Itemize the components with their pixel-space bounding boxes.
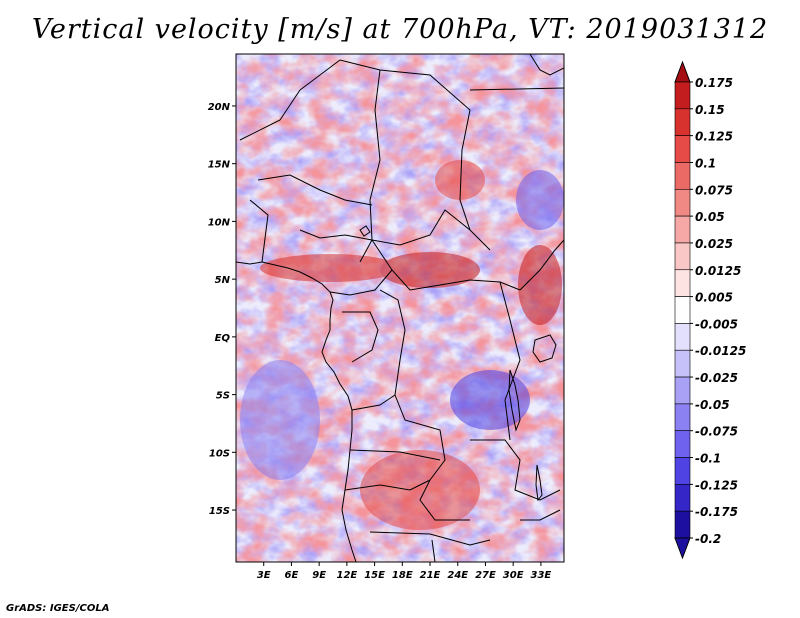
colorbar-label: 0.05 [695,210,725,224]
map-frame [235,53,565,563]
lon-tick-label-15e: 15E [364,570,385,581]
lake-victoria [532,334,557,363]
lon-tick-label-6e: 6E [285,570,299,581]
colorbar-bottom-arrow [674,537,691,560]
coastlines-borders [236,54,564,562]
lake-chad [359,225,371,237]
lon-tick-label-9e: 9E [312,570,326,581]
country-border [342,311,379,363]
longitude-axis: 3E 6E 9E 12E 15E 18E 21E 24E 27E 30E 33E [257,562,552,581]
convection-central-africa [380,252,480,288]
colorbar-segment [674,215,691,244]
colorbar: 0.175 0.15 0.125 0.1 0.075 0.05 0.025 0.0125 0.0… [674,60,746,560]
colorbar-top-arrow [674,60,691,83]
lake-malawi [535,464,543,502]
colorbar-label: 0.125 [695,130,733,144]
colorbar-segment [674,135,691,163]
country-border [470,439,561,501]
lon-tick-label-24e: 24E [447,570,468,581]
lon-tick-label-18e: 18E [392,570,413,581]
colorbar-segment [674,510,691,539]
convection-east-africa [518,245,562,325]
colorbar-segment [674,81,691,110]
colorbar-label: 0.005 [695,291,733,305]
country-border [329,269,393,296]
colorbar-segment [674,457,691,485]
country-border [469,87,564,91]
colorbar-label: -0.0125 [695,344,746,358]
lon-tick-label-33e: 33E [531,570,552,581]
colorbar-segment [674,108,691,136]
colorbar-label: 0.15 [695,103,725,117]
colorbar-label: -0.005 [695,317,738,331]
country-border [257,174,373,206]
colorbar-segment [674,269,691,297]
colorbar-segment [674,242,691,271]
colorbar-label: 0.025 [695,237,733,251]
country-border [351,394,396,411]
country-border [499,281,521,441]
colorbar-label: 0.1 [695,156,716,170]
colorbar-segment [674,430,691,458]
lon-tick-label-12e: 12E [336,570,357,581]
colorbar-label: 0.175 [695,76,733,90]
lake-tanganyika [508,369,521,432]
country-border [239,89,301,141]
country-border [520,509,561,521]
colorbar-label: -0.075 [695,425,738,439]
lat-tick-label-10n: 10N [208,217,231,228]
subsidence-tanzania [450,370,530,430]
map-title: Vertical velocity [m/s] at 700hPa, VT: 2… [31,14,769,45]
colorbar-label: 0.0125 [695,264,741,278]
colorbar-segment [674,323,691,351]
colorbar-segment [674,376,691,405]
colorbar-label: -0.125 [695,478,738,492]
colorbar-segment [674,349,691,378]
lat-tick-label-5s: 5S [216,391,230,402]
colorbar-segment [674,403,691,432]
colorbar-label: 0.075 [695,183,733,197]
atlantic-coastline [321,329,357,562]
country-border [299,59,491,251]
country-border [249,199,269,263]
lat-tick-label-10s: 10S [209,448,230,459]
lat-tick-label-15n: 15N [208,160,231,171]
country-border [299,209,471,246]
lon-tick-label-21e: 21E [420,570,441,581]
lat-tick-label-20n: 20N [208,102,231,113]
latitude-axis: 20N 15N 10N 5N EQ 5S 10S 15S [208,102,236,517]
colorbar-segment [674,162,691,190]
grads-credit: GrADS: IGES/COLA [6,603,110,614]
lon-tick-label-30e: 30E [503,570,524,581]
lon-tick-label-27e: 27E [475,570,496,581]
red-sea-coastline [529,54,564,76]
subsidence-ethiopia [516,170,564,230]
colorbar-label: -0.1 [695,452,721,466]
country-border [344,479,431,491]
lat-tick-label-5n: 5N [215,275,231,286]
convection-west-africa [260,254,400,282]
colorbar-label: -0.025 [695,371,738,385]
country-border [379,289,470,521]
lat-tick-label-15s: 15S [209,506,230,517]
country-border [359,69,381,263]
convection-sudan [435,160,485,200]
colorbar-segment [674,484,691,512]
country-border [431,539,436,562]
colorbar-label: -0.175 [695,505,738,519]
convection-southern-africa [360,450,480,530]
colorbar-label: -0.05 [695,398,730,412]
colorbar-segment [674,296,691,324]
country-border [369,531,491,546]
country-border [519,239,564,291]
lon-tick-label-3e: 3E [257,570,271,581]
colorbar-segment [674,188,691,217]
country-border [349,449,441,461]
colorbar-label: -0.2 [695,532,721,546]
subsidence-atlantic [240,360,320,480]
lat-tick-label-eq: EQ [215,333,231,344]
